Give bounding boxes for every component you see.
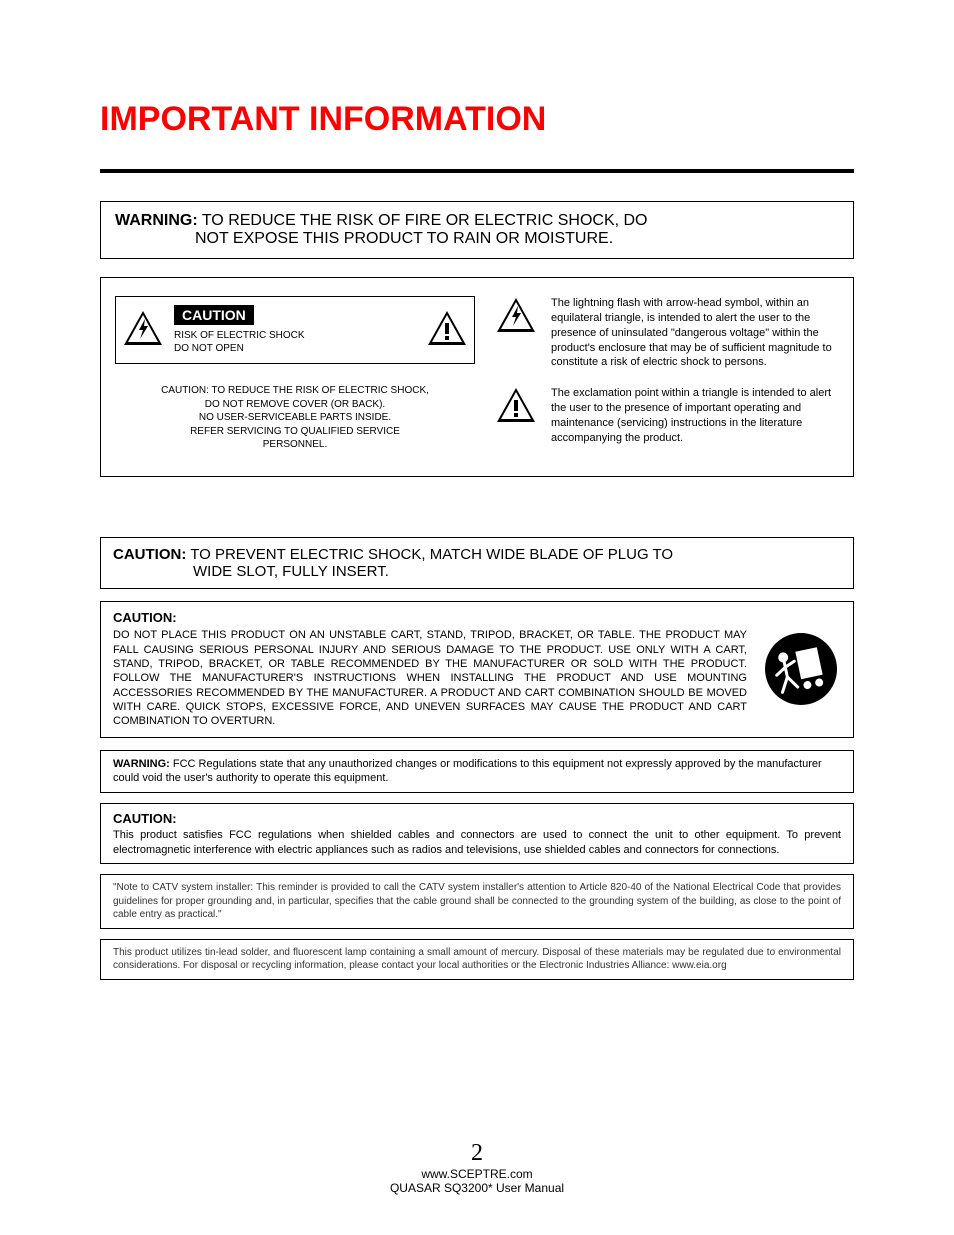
caution-inner-box: CAUTION RISK OF ELECTRIC SHOCK DO NOT OP…	[115, 296, 475, 364]
warning-box: WARNING: TO REDUCE THE RISK OF FIRE OR E…	[100, 201, 854, 259]
footer-model: QUASAR SQ3200* User Manual	[0, 1181, 954, 1195]
fcc-warning-body: FCC Regulations state that any unauthori…	[113, 758, 822, 785]
disposal-note-box: This product utilizes tin-lead solder, a…	[100, 939, 854, 980]
plug-caution-label: CAUTION:	[113, 546, 186, 563]
fcc-caution-heading: CAUTION:	[113, 810, 841, 828]
servicing-text: CAUTION: TO REDUCE THE RISK OF ELECTRIC …	[115, 384, 475, 452]
warning-line-2: NOT EXPOSE THIS PRODUCT TO RAIN OR MOIST…	[115, 230, 839, 248]
tipping-cart-icon	[761, 610, 841, 729]
page-title: IMPORTANT INFORMATION	[100, 100, 854, 139]
servicing-l3: NO USER-SERVICEABLE PARTS INSIDE.	[115, 411, 475, 425]
exclamation-description-row: The exclamation point within a triangle …	[495, 386, 839, 445]
caution-symbols-block: CAUTION RISK OF ELECTRIC SHOCK DO NOT OP…	[100, 277, 854, 477]
plug-caution-l1: CAUTION: TO PREVENT ELECTRIC SHOCK, MATC…	[113, 546, 841, 563]
fcc-caution-box: CAUTION: This product satisfies FCC regu…	[100, 803, 854, 864]
lightning-description-row: The lightning flash with arrow-head symb…	[495, 296, 839, 370]
exclamation-triangle-icon	[495, 386, 537, 429]
title-rule	[100, 169, 854, 173]
page-number: 2	[0, 1140, 954, 1167]
servicing-l5: PERSONNEL.	[115, 438, 475, 452]
page-footer: 2 www.SCEPTRE.com QUASAR SQ3200* User Ma…	[0, 1140, 954, 1195]
catv-note-box: "Note to CATV system installer: This rem…	[100, 874, 854, 929]
cart-caution-box: CAUTION: DO NOT PLACE THIS PRODUCT ON AN…	[100, 601, 854, 738]
lightning-description: The lightning flash with arrow-head symb…	[551, 296, 839, 370]
servicing-l2: DO NOT REMOVE COVER (OR BACK).	[115, 398, 475, 412]
cart-caution-body: DO NOT PLACE THIS PRODUCT ON AN UNSTABLE…	[113, 628, 747, 728]
caution-right-panel: The lightning flash with arrow-head symb…	[495, 296, 839, 462]
servicing-l4: REFER SERVICING TO QUALIFIED SERVICE	[115, 425, 475, 439]
lightning-triangle-icon	[495, 296, 537, 339]
plug-caution-l2: WIDE SLOT, FULLY INSERT.	[113, 563, 841, 580]
servicing-l1: CAUTION: TO REDUCE THE RISK OF ELECTRIC …	[115, 384, 475, 398]
fcc-warning-label: WARNING:	[113, 758, 170, 770]
exclamation-description: The exclamation point within a triangle …	[551, 386, 839, 445]
warning-line-1: WARNING: TO REDUCE THE RISK OF FIRE OR E…	[115, 212, 839, 230]
caution-label: CAUTION	[174, 305, 254, 325]
warning-text-1: TO REDUCE THE RISK OF FIRE OR ELECTRIC S…	[198, 212, 648, 229]
caution-sub-2: DO NOT OPEN	[174, 342, 416, 355]
cart-caution-heading: CAUTION:	[113, 610, 747, 627]
plug-caution-text-1: TO PREVENT ELECTRIC SHOCK, MATCH WIDE BL…	[186, 546, 673, 563]
plug-caution-box: CAUTION: TO PREVENT ELECTRIC SHOCK, MATC…	[100, 537, 854, 589]
warning-label: WARNING:	[115, 212, 198, 229]
cart-text-block: CAUTION: DO NOT PLACE THIS PRODUCT ON AN…	[113, 610, 747, 729]
caution-sub-1: RISK OF ELECTRIC SHOCK	[174, 329, 416, 342]
caution-left-panel: CAUTION RISK OF ELECTRIC SHOCK DO NOT OP…	[115, 296, 475, 462]
fcc-caution-body: This product satisfies FCC regulations w…	[113, 828, 841, 858]
footer-url: www.SCEPTRE.com	[0, 1167, 954, 1181]
fcc-warning-box: WARNING: FCC Regulations state that any …	[100, 750, 854, 794]
exclamation-triangle-icon	[426, 309, 468, 352]
lightning-triangle-icon	[122, 309, 164, 352]
caution-inner-text: CAUTION RISK OF ELECTRIC SHOCK DO NOT OP…	[170, 305, 420, 355]
